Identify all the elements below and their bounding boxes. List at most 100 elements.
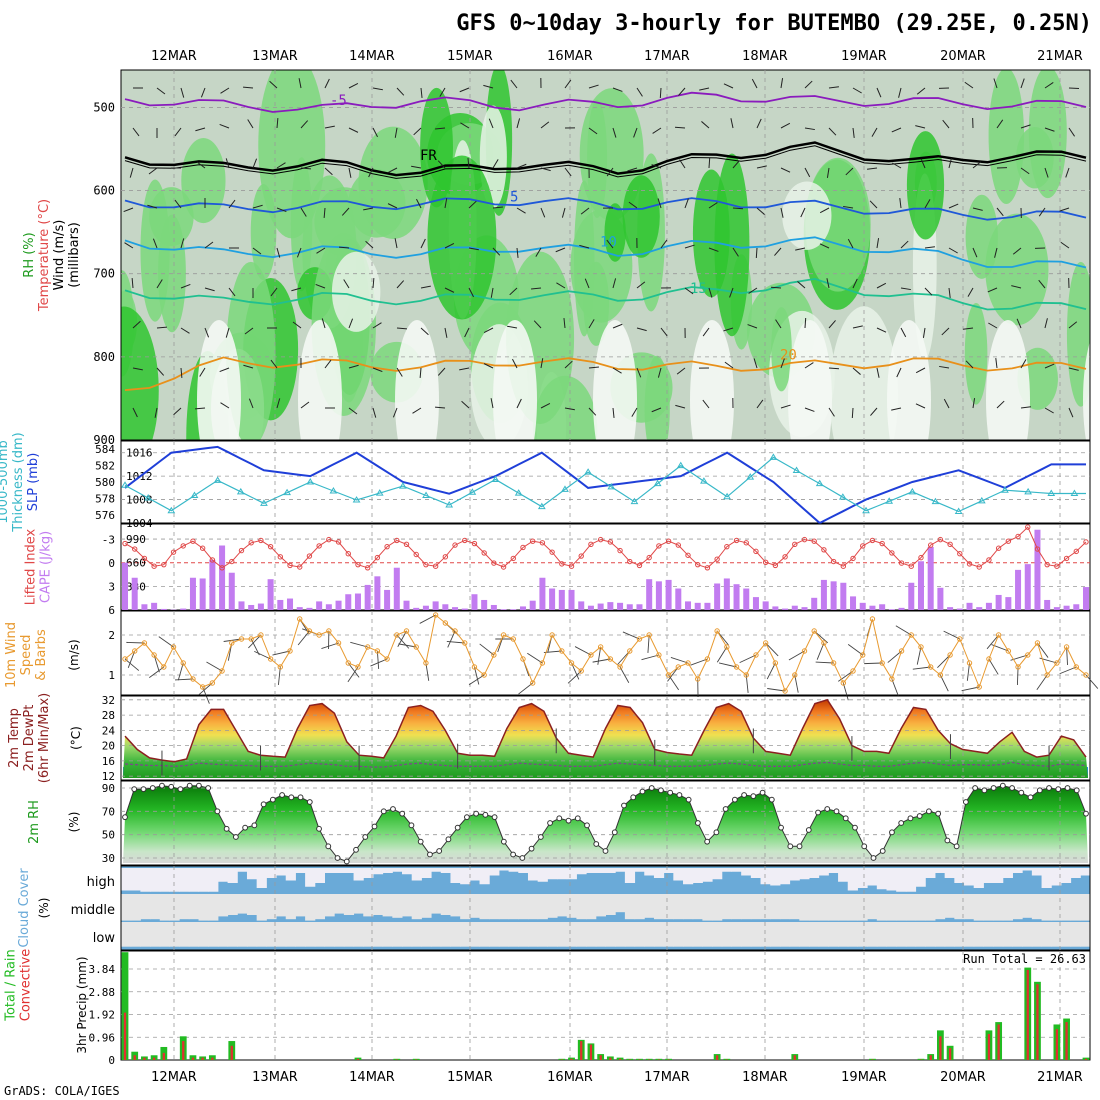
cloud-cell	[489, 868, 500, 876]
wind-barb	[702, 327, 710, 337]
wind-marker	[792, 672, 798, 678]
rh-blob	[1016, 126, 1054, 189]
cloud-cell	[789, 922, 800, 947]
cloud-cell	[721, 922, 732, 947]
cloud-cell	[770, 894, 781, 920]
cloud-cell	[876, 922, 888, 947]
cloud-cell	[595, 922, 606, 947]
li-marker	[248, 540, 254, 546]
precip-conv-bar	[143, 1057, 146, 1060]
wind-tick: 2	[108, 629, 115, 642]
cloud-cell	[1070, 868, 1081, 878]
wind-barb	[924, 246, 935, 249]
rh-marker	[695, 820, 701, 826]
wind-barb	[732, 207, 744, 210]
bottom-date-label: 15MAR	[447, 1070, 493, 1085]
wind-barb	[838, 670, 854, 682]
wind-barb	[684, 287, 694, 295]
wind-marker	[840, 680, 847, 686]
wind-barb	[567, 670, 582, 684]
li-marker	[258, 537, 264, 544]
cloud-cell	[295, 922, 306, 947]
wind-marker	[1015, 664, 1021, 670]
wind-barb	[276, 207, 287, 213]
wind-barb	[770, 286, 782, 289]
wind-marker	[860, 652, 866, 658]
cape-bar	[151, 602, 158, 610]
wind-barb	[1066, 646, 1068, 665]
wind-barb	[296, 247, 302, 258]
cloud-cell	[518, 894, 529, 920]
li-marker	[976, 564, 982, 570]
wind-barb	[173, 407, 182, 416]
rh-marker	[473, 810, 480, 817]
wind-barb	[413, 127, 422, 136]
wind-barb	[124, 242, 134, 249]
cloud-cell	[702, 868, 713, 882]
cloud-cell	[130, 894, 141, 921]
cloud-cell	[198, 922, 209, 947]
wind-barb	[516, 118, 521, 129]
cloud-cell	[576, 868, 587, 875]
cloud-cell	[615, 922, 626, 947]
wind-barb	[755, 247, 758, 259]
cloud-cell	[188, 922, 200, 947]
cloud-cell	[896, 894, 907, 921]
panel-side-label: Total / Rain	[4, 949, 19, 1022]
cape-bar	[685, 601, 692, 610]
li-tick: 0	[108, 557, 115, 570]
cape-bar	[1005, 597, 1012, 610]
panel-side-label: 1000-500mb	[0, 440, 11, 524]
cloud-cell	[905, 894, 917, 921]
wind-barb	[158, 636, 174, 648]
li-marker	[374, 554, 381, 561]
wind-barb	[766, 662, 776, 680]
li-marker	[762, 559, 769, 566]
cloud-cell	[159, 894, 170, 921]
rh-marker	[463, 814, 470, 821]
wind-barb	[942, 119, 950, 129]
wind-barb	[348, 83, 359, 89]
wind-barb	[338, 246, 350, 249]
rh-marker	[408, 822, 415, 829]
wind-barb	[540, 167, 551, 172]
wind-barb	[368, 167, 374, 178]
wind-barb	[394, 238, 398, 249]
cloud-cell	[886, 894, 897, 921]
thickness-marker	[746, 473, 755, 480]
panel-frame	[120, 610, 1091, 696]
rh-marker	[768, 796, 775, 803]
cloud-cell	[663, 922, 674, 947]
wind-barb	[622, 631, 640, 640]
wind-barb	[270, 359, 278, 369]
cape-bar	[238, 601, 245, 610]
cloud-cell	[683, 894, 694, 920]
wind-barb	[633, 127, 638, 138]
cloud-cell	[188, 894, 200, 920]
cloud-cell	[702, 922, 713, 947]
wind-barb	[631, 407, 638, 417]
wind-barb	[152, 238, 158, 249]
cloud-cell	[479, 894, 490, 920]
rh-marker	[1064, 785, 1071, 791]
wind-barb	[225, 327, 230, 338]
cloud-cell	[692, 922, 703, 947]
wind-barb	[915, 125, 926, 129]
cloud-cell	[130, 868, 141, 891]
wind-barb	[516, 207, 526, 214]
wind-barb	[300, 207, 307, 217]
wind-barb	[924, 199, 931, 209]
panel-axis-label: (m/s)	[67, 639, 81, 670]
wind-barb	[248, 634, 262, 649]
rh-marker	[297, 794, 304, 801]
cloud-cell	[808, 894, 820, 921]
cloud-cell	[1051, 868, 1062, 886]
thickness-marker	[352, 496, 361, 503]
cloud-cell	[692, 894, 703, 920]
bottom-date-label: 17MAR	[644, 1070, 690, 1085]
wind-barb	[845, 167, 854, 176]
li-marker	[423, 561, 429, 568]
bottom-date-label: 14MAR	[349, 1070, 395, 1085]
wind-barb	[994, 247, 998, 258]
wind-barb	[767, 688, 786, 692]
